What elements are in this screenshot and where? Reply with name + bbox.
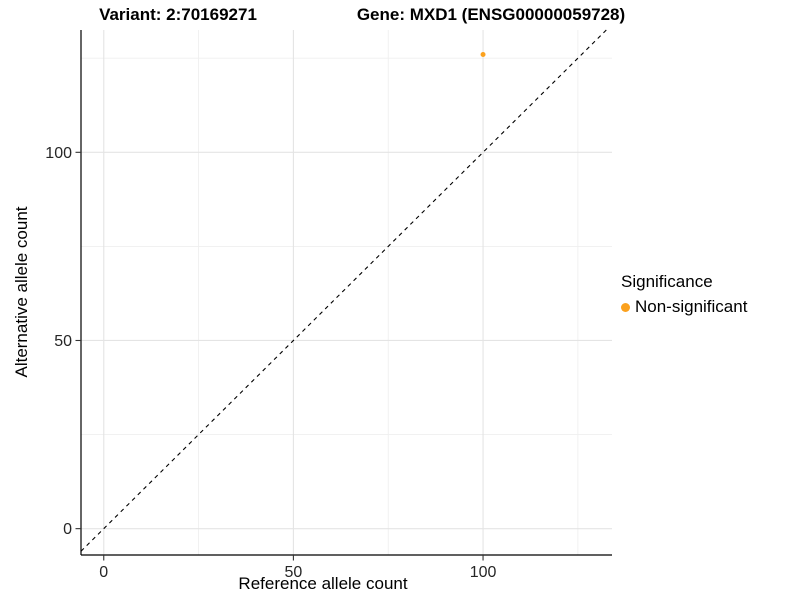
- y-tick-label: 0: [63, 521, 72, 538]
- x-tick-label: 100: [470, 564, 497, 581]
- y-tick-label: 50: [54, 333, 72, 350]
- y-axis-label: Alternative allele count: [12, 206, 31, 378]
- plot-title-variant: Variant: 2:70169271: [99, 5, 257, 24]
- x-tick-label: 50: [285, 564, 303, 581]
- legend-point-icon: [621, 302, 630, 312]
- y-tick-label: 100: [45, 145, 72, 162]
- plot-title-gene: Gene: MXD1 (ENSG00000059728): [356, 5, 626, 24]
- x-axis-label: Reference allele count: [238, 574, 408, 593]
- legend-item-label: Non-significant: [635, 297, 748, 316]
- legend-item-non-significant: Non-significant: [621, 297, 747, 317]
- data-point: [480, 51, 486, 57]
- x-tick-label: 0: [99, 564, 108, 581]
- legend: Significance Non-significant: [621, 272, 747, 317]
- identity-dashed-line: [80, 29, 607, 552]
- legend-title: Significance: [621, 272, 713, 291]
